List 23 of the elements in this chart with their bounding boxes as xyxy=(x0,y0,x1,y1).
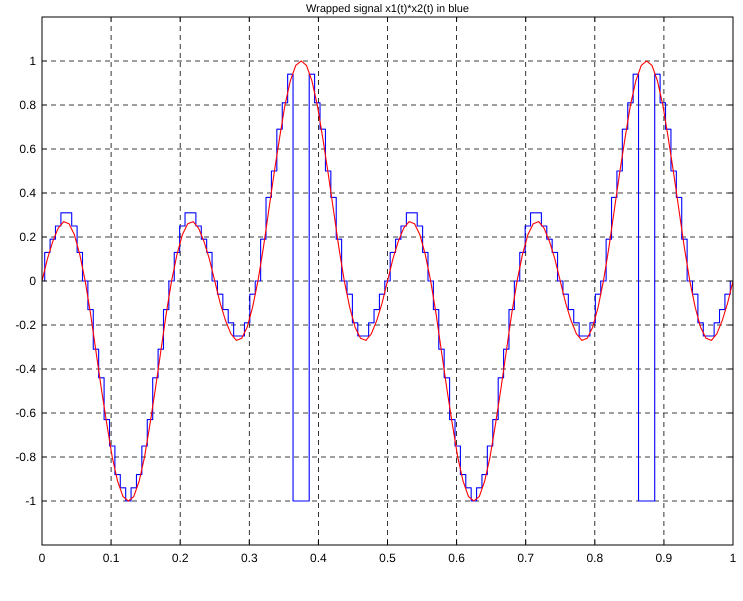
x-tick-label: 0 xyxy=(38,551,46,565)
x-tick-label: 0.3 xyxy=(240,551,258,565)
y-tick-label: 1 xyxy=(29,54,36,68)
y-tick-label: -0.2 xyxy=(15,318,36,332)
x-tick-label: 0.8 xyxy=(586,551,604,565)
x-tick-label: 0.6 xyxy=(448,551,466,565)
x-tick-label: 0.9 xyxy=(656,551,673,565)
y-tick-label: -0.8 xyxy=(15,450,36,464)
y-tick-label: 0 xyxy=(29,274,36,288)
y-tick-label: 0.4 xyxy=(19,186,36,200)
y-tick-label: -0.6 xyxy=(15,406,36,420)
x-tick-label: 0.2 xyxy=(172,551,189,565)
x-tick-label: 0.4 xyxy=(310,551,328,565)
y-tick-label: -1 xyxy=(25,494,36,508)
x-tick-label: 0.1 xyxy=(102,551,120,565)
x-tick-label: 0.7 xyxy=(517,551,534,565)
x-tick-label: 1 xyxy=(730,551,737,565)
y-tick-label: 0.8 xyxy=(19,98,36,112)
x-tick-label: 0.5 xyxy=(379,551,396,565)
y-tick-label: 0.6 xyxy=(19,142,36,156)
y-tick-label: -0.4 xyxy=(15,362,36,376)
y-tick-label: 0.2 xyxy=(19,230,36,244)
chart-title: Wrapped signal x1(t)*x2(t) in blue xyxy=(306,3,470,15)
